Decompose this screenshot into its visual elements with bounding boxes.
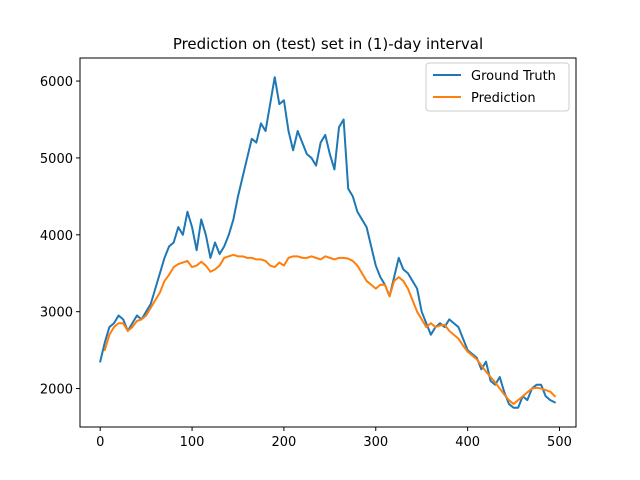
x-tick-label: 200 <box>271 435 296 450</box>
plot-frame <box>79 57 577 428</box>
legend-box <box>425 62 570 112</box>
x-axis: 0 100 200 300 400 500 <box>96 427 572 450</box>
x-tick-label: 0 <box>96 435 104 450</box>
y-tick-label: 6000 <box>40 75 73 90</box>
x-tick-label: 100 <box>180 435 205 450</box>
x-tick-label: 500 <box>547 435 572 450</box>
legend-label-ground-truth: Ground Truth <box>471 69 556 84</box>
chart-title: Prediction on (test) set in (1)-day inte… <box>173 35 483 53</box>
x-tick-label: 400 <box>455 435 480 450</box>
y-tick-label: 3000 <box>40 306 73 321</box>
y-tick-label: 4000 <box>40 229 73 244</box>
y-axis: 2000 3000 4000 5000 6000 <box>40 75 80 398</box>
legend: Ground Truth Prediction <box>425 62 570 112</box>
series-line-prediction <box>103 253 556 405</box>
legend-label-prediction: Prediction <box>471 91 536 106</box>
series-layer <box>99 76 556 409</box>
y-tick-label: 2000 <box>40 383 73 398</box>
y-tick-label: 5000 <box>40 152 73 167</box>
x-tick-label: 300 <box>363 435 388 450</box>
